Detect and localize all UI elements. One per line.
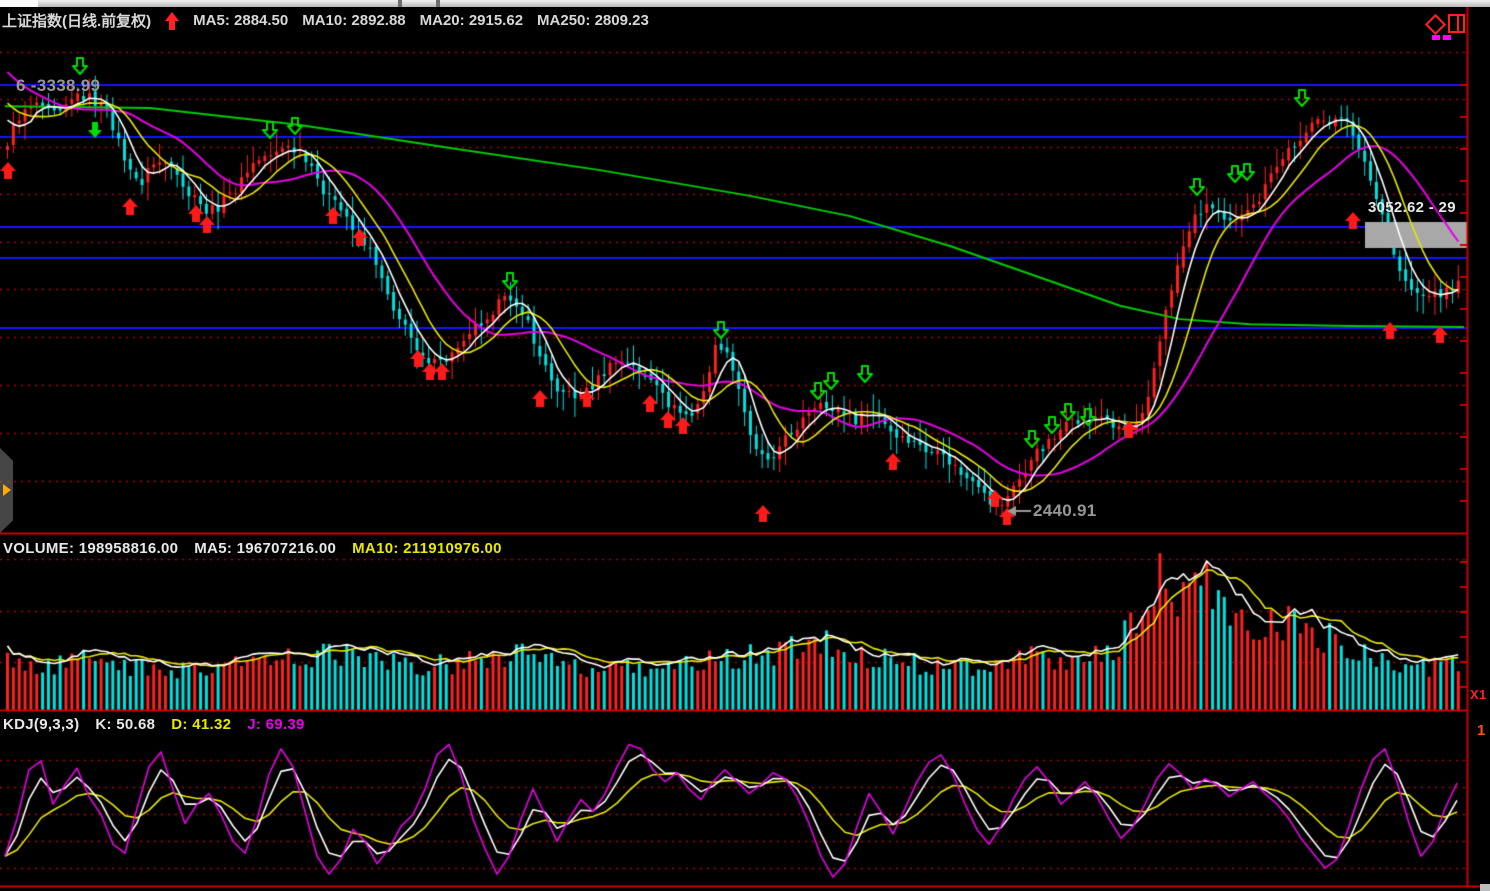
window-top-strip <box>0 0 1490 7</box>
volume-ma5-value: MA5: 196707216.00 <box>194 540 337 557</box>
volume-header: VOLUME: 198958816.00 MA5: 196707216.00 M… <box>3 540 502 557</box>
magenta-dot-icon <box>1443 35 1451 40</box>
window-split-divider <box>1457 16 1459 31</box>
tab-separator <box>436 0 440 7</box>
volume-ma10-value: MA10: 211910976.00 <box>352 540 502 557</box>
window-split-icon[interactable] <box>1448 14 1465 33</box>
ma5-value: MA5: 2884.50 <box>193 12 289 29</box>
kdj-header: KDJ(9,3,3) K: 50.68 D: 41.32 J: 69.39 <box>3 716 305 733</box>
expand-arrow-icon <box>3 484 11 496</box>
ma10-value: MA10: 2892.88 <box>302 12 406 29</box>
kdj-title: KDJ(9,3,3) <box>3 716 80 733</box>
scrollbar-corner <box>1480 884 1490 891</box>
window-top-tab <box>0 0 38 7</box>
price-range-tooltip: 3052.62 - 29 <box>1368 199 1456 216</box>
high-price-annotation: 6 -3338.99 <box>16 76 101 95</box>
x-scale-label: X1 <box>1470 687 1487 702</box>
ma20-value: MA20: 2915.62 <box>419 12 524 29</box>
chart-header: 上证指数(日线.前复权) MA5: 2884.50 MA10: 2892.88 … <box>2 10 649 31</box>
kdj-axis-partial-label: 1 <box>1477 722 1486 739</box>
ma250-value: MA250: 2809.23 <box>537 12 649 29</box>
low-price-annotation: 2440.91 <box>1033 501 1097 520</box>
sidebar-expand-handle[interactable] <box>0 448 13 533</box>
symbol-title: 上证指数(日线.前复权) <box>2 13 152 30</box>
kdj-k-value: K: 50.68 <box>95 716 156 733</box>
kdj-j-value: J: 69.39 <box>247 716 305 733</box>
volume-value: VOLUME: 198958816.00 <box>3 540 179 557</box>
kdj-d-value: D: 41.32 <box>171 716 232 733</box>
tab-separator <box>398 0 402 7</box>
red-up-arrow-icon <box>165 11 180 30</box>
magenta-dot-icon <box>1432 35 1440 40</box>
